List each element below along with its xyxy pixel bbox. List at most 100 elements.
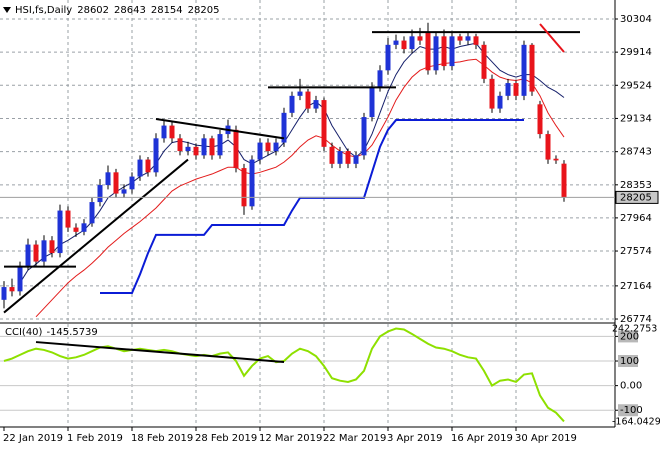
x-tick-label: 16 Apr 2019: [451, 433, 513, 444]
candle-body: [425, 32, 431, 71]
candle-body: [329, 146, 335, 164]
candle-body: [289, 95, 295, 113]
candle-body: [321, 100, 327, 147]
candle-body: [473, 36, 479, 45]
trend-line: [539, 23, 565, 53]
candle-body: [457, 36, 463, 41]
y-tick-label: 29524: [620, 80, 652, 91]
y-tick-label: 200: [620, 331, 639, 342]
candle-body: [361, 117, 367, 156]
candle-body: [489, 78, 495, 109]
indicator-title: CCI(40): [5, 327, 43, 338]
chart-header: HSI,fs,Daily 28602 28643 28154 28205: [15, 5, 219, 16]
y-tick-label: 29134: [620, 113, 652, 124]
candle-body: [137, 159, 143, 177]
candle-body: [441, 36, 447, 67]
candle-body: [521, 44, 527, 96]
candle-body: [273, 142, 279, 152]
candle-body: [465, 36, 471, 41]
level-label-box: [618, 404, 638, 417]
symbol: HSI,fs,Daily: [15, 5, 72, 16]
candle-body: [417, 36, 423, 41]
candle-body: [241, 168, 247, 207]
candle-body: [145, 159, 151, 173]
level-label-box: [618, 330, 638, 343]
candle-body: [249, 159, 255, 207]
x-tick-label: 3 Apr 2019: [387, 433, 442, 444]
y-tick-label: 100: [620, 356, 639, 367]
candle-body: [497, 95, 503, 109]
candle-body: [377, 70, 383, 88]
price-label: 28205: [620, 192, 652, 203]
scale-min-label: -164.0429: [612, 417, 660, 428]
candle-body: [57, 210, 63, 254]
y-tick-label: -100: [620, 405, 643, 416]
candle-body: [401, 40, 407, 50]
candle-body: [33, 244, 39, 262]
open-value: 28602: [77, 5, 109, 16]
high-value: 28643: [114, 5, 146, 16]
candle-body: [433, 36, 439, 71]
y-tick-label: 30304: [620, 14, 652, 25]
candle-body: [337, 151, 343, 164]
candle-body: [265, 142, 271, 152]
candle-body: [305, 91, 311, 109]
candle-body: [161, 125, 167, 139]
candle-body: [17, 265, 23, 292]
candle-body: [345, 151, 351, 164]
x-tick-label: 28 Feb 2019: [195, 433, 257, 444]
y-tick-label: 26774: [620, 314, 652, 325]
candle-body: [537, 104, 543, 135]
candle-body: [353, 155, 359, 164]
x-tick-label: 30 Apr 2019: [515, 433, 577, 444]
candle-body: [553, 158, 559, 161]
candle-body: [65, 210, 71, 228]
candle-body: [505, 83, 511, 96]
level-label-box: [618, 355, 638, 368]
x-tick-label: 22 Mar 2019: [323, 433, 386, 444]
candle-body: [121, 189, 127, 194]
scale-max-label: 242.2753: [612, 324, 657, 335]
trend-line: [3, 158, 189, 314]
candle-body: [529, 44, 535, 92]
indicator-value: -145.5739: [46, 327, 97, 338]
y-tick-label: 28353: [620, 180, 652, 191]
candle-body: [9, 287, 15, 292]
trend-line: [155, 118, 285, 140]
candle-body: [73, 227, 79, 232]
candle-body: [209, 138, 215, 156]
x-tick-label: 18 Feb 2019: [131, 433, 193, 444]
y-tick-label: 27164: [620, 281, 652, 292]
trend-line: [35, 341, 285, 363]
candle-body: [561, 163, 567, 198]
candle-body: [97, 185, 103, 203]
x-tick-label: 12 Mar 2019: [259, 433, 322, 444]
candle-body: [281, 112, 287, 143]
candle-body: [81, 223, 87, 232]
candle-body: [297, 91, 303, 96]
y-tick-label: 28743: [620, 147, 652, 158]
candle-body: [49, 240, 55, 254]
menu-arrow: [3, 7, 11, 13]
candle-body: [369, 87, 375, 118]
price-label-box: [615, 190, 659, 204]
candle-body: [233, 129, 239, 169]
y-tick-label: 0.00: [620, 381, 642, 392]
candle-body: [385, 44, 391, 71]
candle-body: [513, 83, 519, 96]
candle-body: [41, 240, 47, 262]
candle-body: [193, 146, 199, 156]
candle-body: [449, 36, 455, 67]
candle-body: [89, 202, 95, 224]
y-tick-label: 27574: [620, 246, 652, 257]
candle-body: [393, 40, 399, 45]
x-tick-label: 22 Jan 2019: [3, 433, 63, 444]
y-tick-label: 29914: [620, 47, 652, 58]
candle-body: [545, 134, 551, 160]
indicator-line: [35, 58, 565, 318]
candle-body: [25, 244, 31, 266]
candle-body: [313, 100, 319, 109]
candle-body: [201, 138, 207, 156]
